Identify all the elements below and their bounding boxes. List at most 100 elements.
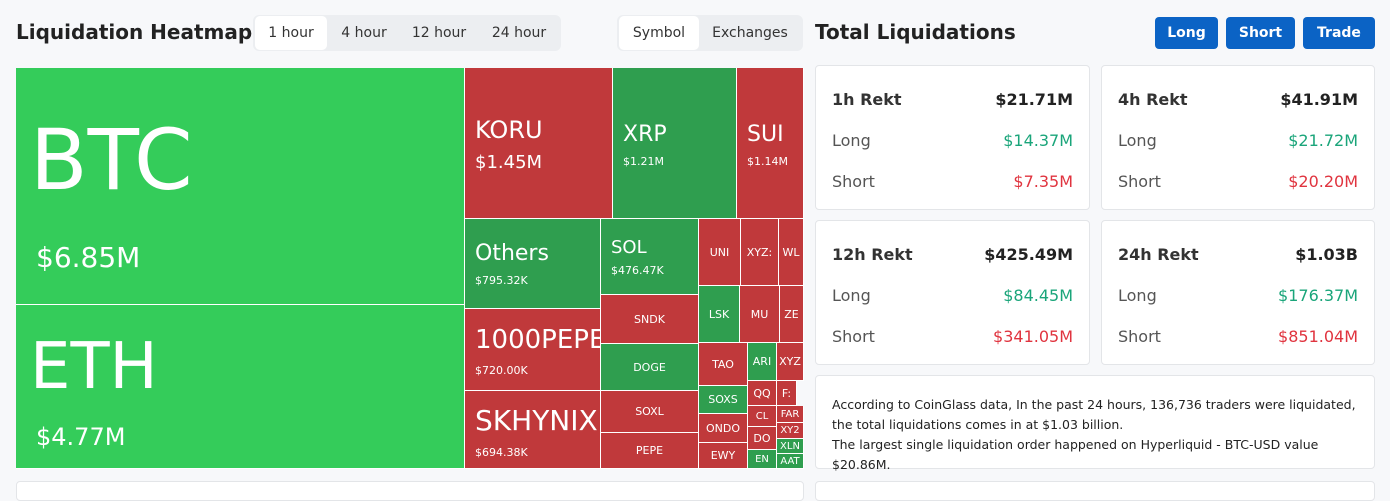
panel-edge	[16, 481, 804, 501]
tile-label[interactable]: F:	[777, 381, 797, 406]
tile-label[interactable]: DOGE	[601, 344, 699, 391]
tile-label: SKHYNIX	[475, 404, 598, 437]
tile-value: $694.38K	[475, 446, 528, 459]
row-label: Long	[1118, 286, 1157, 305]
tile-label[interactable]: TAO	[699, 343, 748, 386]
tile-value: $1.14M	[747, 155, 788, 168]
button[interactable]: Trade	[1303, 17, 1375, 49]
row-value: $1.03B	[1295, 245, 1358, 264]
row-value: $851.04M	[1278, 327, 1358, 346]
tile[interactable]: Others $795.32K	[465, 219, 601, 309]
heatmap-title: Liquidation Heatmap	[16, 20, 253, 44]
tile-label[interactable]: ARI	[748, 343, 777, 381]
tile-label: XRP	[623, 122, 667, 147]
tile[interactable]: SUI $1.14M	[737, 68, 804, 219]
note-line: According to CoinGlass data, In the past…	[832, 397, 1356, 432]
tile-label[interactable]: XYZ	[777, 343, 804, 381]
tile-label: Others	[475, 241, 549, 266]
tile-label[interactable]: SNDK	[601, 295, 699, 344]
row-value: $41.91M	[1280, 90, 1358, 109]
tile[interactable]: BTC $6.85M	[16, 68, 465, 305]
rekt-card: 1h Rekt $21.71M Long $14.37M Short $7.35M	[815, 65, 1090, 210]
row-label: 12h Rekt	[832, 245, 913, 264]
panel-edge	[815, 481, 1375, 501]
time-tab[interactable]: 1 hour	[255, 16, 327, 50]
row-value: $20.20M	[1288, 172, 1358, 191]
tile-label[interactable]: EN	[748, 450, 777, 469]
tile-label[interactable]: QQ	[748, 381, 777, 406]
row-label: 4h Rekt	[1118, 90, 1188, 109]
tile-label[interactable]: ONDO	[699, 414, 748, 443]
tile-label[interactable]: CL	[748, 406, 777, 427]
tile-value: $476.47K	[611, 264, 664, 277]
tile-label[interactable]: FAR	[777, 406, 804, 423]
tile-label: 1000PEPE	[475, 325, 601, 355]
tile-label: ETH	[30, 330, 158, 404]
row-value: $14.37M	[1003, 131, 1073, 150]
card-row: Long $14.37M	[832, 131, 1073, 150]
tile-label[interactable]: WL	[779, 219, 804, 286]
view-tab[interactable]: Symbol	[619, 16, 699, 50]
tile[interactable]: XRP $1.21M	[613, 68, 737, 219]
tile-label[interactable]: DO	[748, 427, 777, 450]
button[interactable]: Long	[1155, 17, 1218, 49]
tile[interactable]: 1000PEPE $720.00K	[465, 309, 601, 391]
card-row: Long $84.45M	[832, 286, 1073, 305]
row-label: Short	[1118, 172, 1161, 191]
row-value: $176.37M	[1278, 286, 1358, 305]
row-value: $21.71M	[995, 90, 1073, 109]
card-row: Short $851.04M	[1118, 327, 1358, 346]
rekt-card: 4h Rekt $41.91M Long $21.72M Short $20.20M	[1101, 65, 1375, 210]
row-label: Short	[832, 172, 875, 191]
tile-label[interactable]: PEPE	[601, 433, 699, 469]
tile-value: $1.21M	[623, 155, 664, 168]
row-value: $425.49M	[984, 245, 1073, 264]
tile-label[interactable]: SOXL	[601, 391, 699, 433]
view-tab[interactable]: Exchanges	[712, 25, 788, 41]
note-line: The largest single liquidation order hap…	[832, 437, 1319, 472]
tile-label[interactable]: XLN	[777, 439, 804, 454]
tile-value: $1.45M	[475, 152, 543, 173]
tile-value: $6.85M	[36, 241, 141, 274]
time-tab[interactable]: 24 hour	[491, 25, 547, 41]
row-value: $341.05M	[993, 327, 1073, 346]
tile[interactable]: SKHYNIX $694.38K	[465, 391, 601, 469]
tile-label[interactable]: UNI	[699, 219, 741, 286]
tile-label[interactable]: EWY	[699, 443, 748, 469]
row-value: $7.35M	[1013, 172, 1073, 191]
card-row: 24h Rekt $1.03B	[1118, 245, 1358, 264]
tile[interactable]: ETH $4.77M	[16, 305, 465, 469]
time-tab[interactable]: 12 hour	[411, 25, 467, 41]
tile-label[interactable]: XY2	[777, 423, 804, 439]
tile-label[interactable]: AAT	[777, 454, 804, 469]
row-label: 24h Rekt	[1118, 245, 1199, 264]
time-tab[interactable]: 4 hour	[341, 25, 387, 41]
tile-label[interactable]: XYZ:	[741, 219, 779, 286]
tile-label[interactable]: LSK	[699, 286, 740, 343]
card-row: Long $21.72M	[1118, 131, 1358, 150]
row-label: Long	[832, 131, 871, 150]
card-row: 1h Rekt $21.71M	[832, 90, 1073, 109]
row-label: Short	[1118, 327, 1161, 346]
card-row: Short $20.20M	[1118, 172, 1358, 191]
button[interactable]: Short	[1226, 17, 1295, 49]
row-label: 1h Rekt	[832, 90, 902, 109]
tile-value: $4.77M	[36, 423, 126, 451]
tile-label: SUI	[747, 122, 784, 147]
tile-label[interactable]: MU	[740, 286, 780, 343]
note-box: According to CoinGlass data, In the past…	[815, 375, 1375, 472]
tile-label: SOL	[611, 237, 647, 258]
card-row: Short $341.05M	[832, 327, 1073, 346]
tile-label: BTC	[30, 111, 193, 209]
tile-label[interactable]: ZE	[780, 286, 804, 343]
row-value: $84.45M	[1003, 286, 1073, 305]
tile[interactable]: KORU $1.45M	[465, 68, 613, 219]
tile[interactable]: SOL $476.47K	[601, 219, 699, 295]
summary-title: Total Liquidations	[815, 20, 1016, 44]
rekt-card: 24h Rekt $1.03B Long $176.37M Short $851.04M	[1101, 220, 1375, 365]
row-label: Short	[832, 327, 875, 346]
card-row: 12h Rekt $425.49M	[832, 245, 1073, 264]
tile-label[interactable]: SOXS	[699, 386, 748, 414]
tile-value: $795.32K	[475, 274, 528, 287]
row-value: $21.72M	[1288, 131, 1358, 150]
